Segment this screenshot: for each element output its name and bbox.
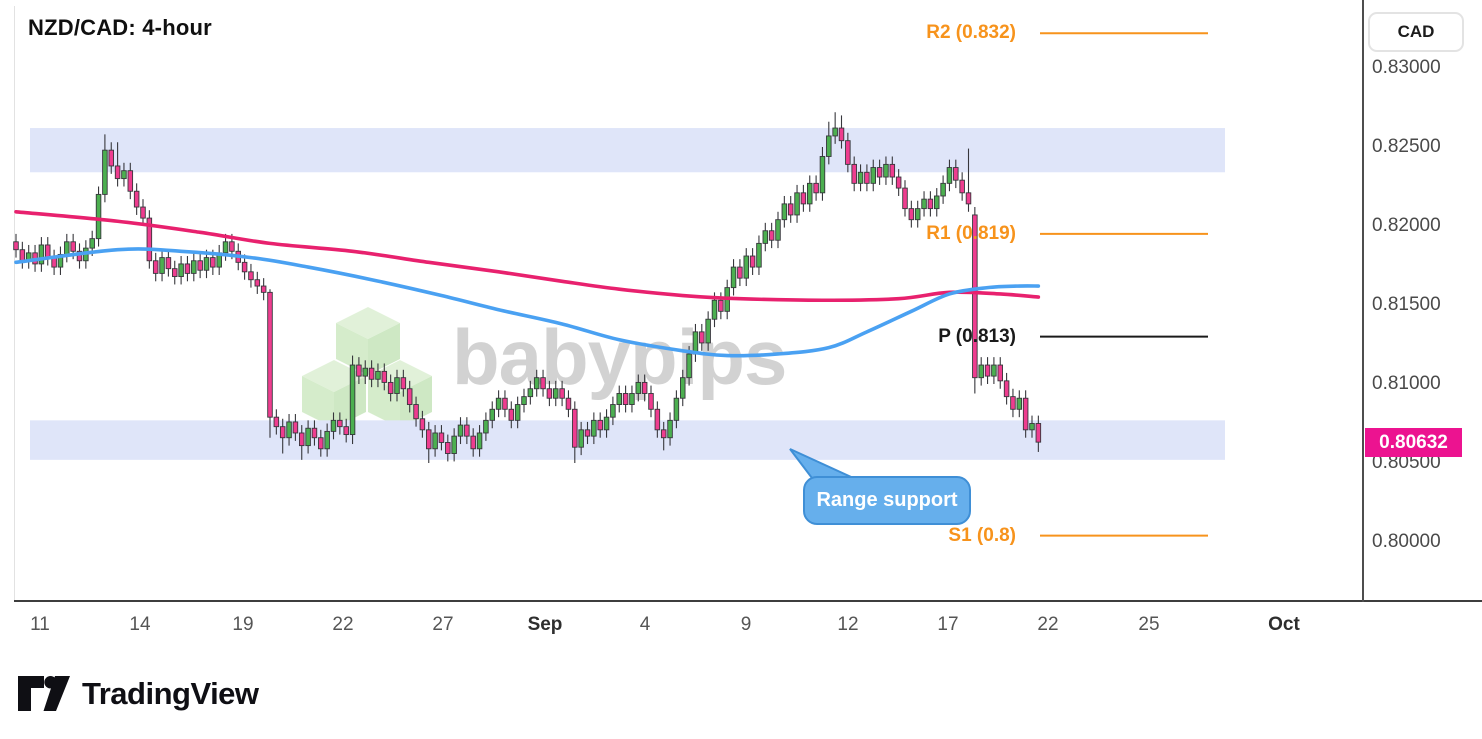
x-axis-tick[interactable]: 25 [1138, 614, 1160, 635]
y-axis-separator [1362, 0, 1364, 602]
y-axis-tick: 0.82000 [1372, 215, 1441, 236]
ma-fast-blue [14, 247, 1041, 358]
x-axis-tick[interactable]: 9 [740, 614, 752, 635]
x-axis-line [14, 600, 1482, 602]
tradingview-logo[interactable]: TradingView [18, 672, 259, 716]
x-axis-tick[interactable]: 22 [332, 614, 354, 635]
x-axis-tick[interactable]: Oct [1268, 614, 1300, 635]
ma-slow-pink [14, 209, 1041, 303]
chart-title: NZD/CAD: 4-hour [28, 15, 212, 40]
x-axis-tick[interactable]: 4 [639, 614, 651, 635]
y-axis-tick: 0.80500 [1372, 452, 1441, 473]
candlestick-series [13, 112, 1042, 463]
x-axis-tick[interactable]: 12 [837, 614, 859, 635]
currency-badge[interactable]: CAD [1368, 12, 1464, 52]
x-axis-tick[interactable]: 19 [232, 614, 254, 635]
range-support-zone [30, 420, 1225, 460]
range-resistance-zone [30, 128, 1225, 173]
tradingview-logo-text: TradingView [82, 676, 259, 711]
x-axis-tick[interactable]: 11 [30, 614, 50, 635]
pivot-label-r2: R2 (0.832) [926, 22, 1016, 44]
last-price-badge: 0.80632 [1365, 428, 1462, 458]
x-axis-tick[interactable]: Sep [527, 614, 563, 635]
y-axis-tick: 0.83000 [1372, 57, 1441, 78]
pivot-label-s1: S1 (0.8) [948, 524, 1016, 546]
x-axis-tick[interactable]: 14 [129, 614, 151, 635]
pivot-label-p: P (0.813) [938, 325, 1016, 347]
tradingview-logo-mark [18, 676, 70, 711]
y-axis-tick: 0.82500 [1372, 136, 1441, 157]
x-axis-tick[interactable]: 17 [937, 614, 959, 635]
range-support-callout: Range support [803, 476, 971, 525]
y-axis-tick: 0.81500 [1372, 294, 1441, 315]
chart-left-border [14, 6, 15, 601]
y-axis-tick: 0.80000 [1372, 531, 1441, 552]
x-axis-tick[interactable]: 22 [1037, 614, 1059, 635]
x-axis-tick[interactable]: 27 [432, 614, 454, 635]
y-axis-tick: 0.81000 [1372, 373, 1441, 394]
pivot-label-r1: R1 (0.819) [926, 222, 1016, 244]
